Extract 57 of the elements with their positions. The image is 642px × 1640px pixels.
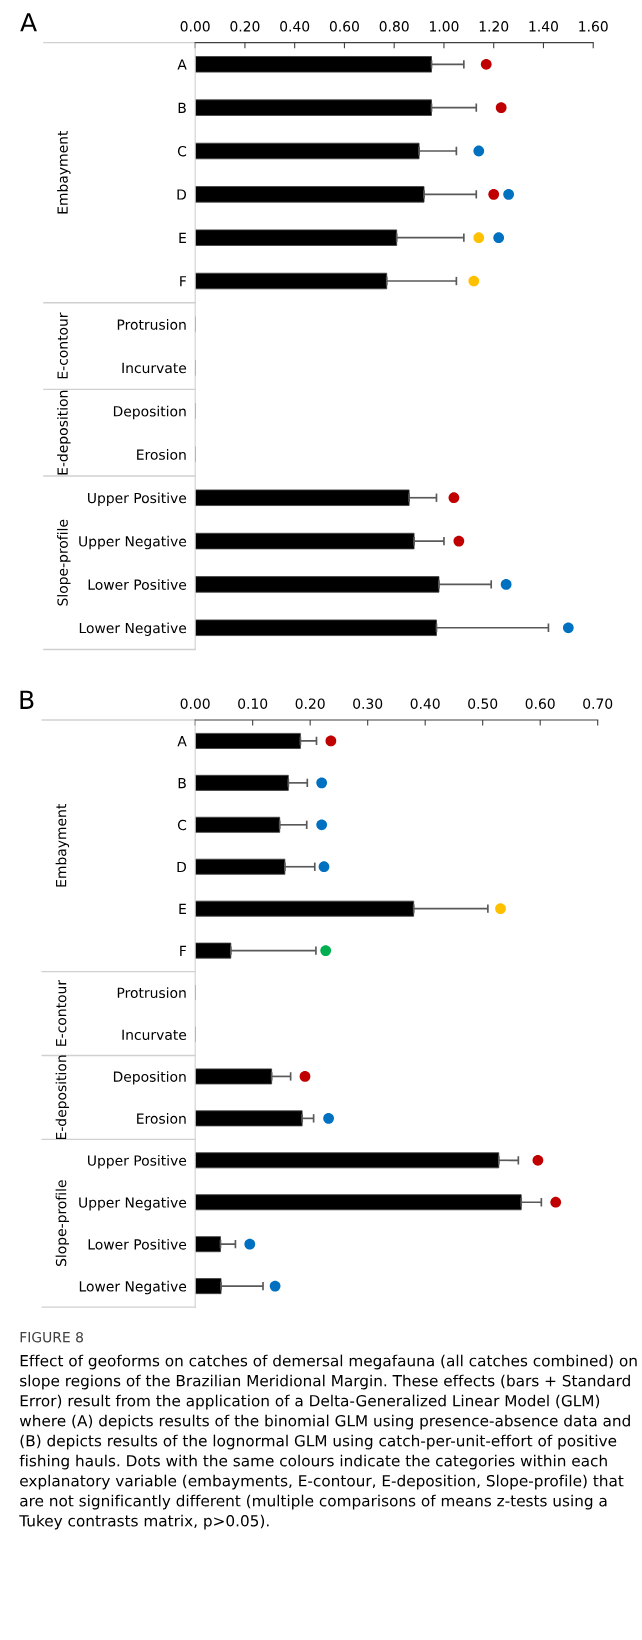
y-tick-label: Deposition	[113, 405, 186, 420]
x-tick-label: 0.00	[180, 21, 210, 32]
x-tick-label: 0.20	[230, 21, 260, 32]
y-tick-label: D	[177, 861, 187, 873]
y-tick-label: Upper Negative	[79, 535, 187, 550]
x-tick-label: 0.60	[329, 21, 359, 32]
x-tick-label: 1.00	[430, 21, 459, 32]
caption: FIGURE 8	[20, 1331, 83, 1343]
chart-title: B	[20, 690, 34, 709]
x-tick-label: 0.30	[353, 698, 383, 709]
text: E-contour	[57, 312, 68, 379]
y-tick-label: Lower Negative	[79, 1280, 187, 1295]
y-tick-label: F	[180, 276, 187, 287]
x-tick-label: 0.20	[295, 698, 325, 709]
y-tick-label: Lower Positive	[88, 1238, 187, 1250]
text: Slope-profile	[57, 519, 71, 606]
y-tick-label: Incurvate	[122, 1029, 187, 1040]
x-tick-label: 0.50	[468, 698, 498, 709]
text: Embayment	[55, 804, 70, 887]
y-tick-label: Upper Positive	[88, 492, 187, 506]
y-tick-label: F	[180, 945, 187, 956]
text: Embayment	[57, 130, 71, 214]
y-tick-label: A	[177, 59, 187, 70]
chart-title: A	[20, 13, 37, 32]
y-tick-label: Deposition	[113, 1071, 186, 1085]
x-tick-label: 0.60	[525, 698, 555, 709]
text: E-deposition	[57, 390, 71, 475]
y-tick-label: B	[178, 102, 186, 113]
y-tick-label: Lower Positive	[88, 579, 187, 590]
y-tick-label: Incurvate	[122, 362, 187, 374]
y-tick-label: Erosion	[137, 449, 186, 460]
y-tick-label: D	[177, 189, 187, 200]
text: Slope-profile	[55, 1180, 70, 1266]
x-tick-label: 0.80	[379, 21, 409, 32]
y-tick-label: B	[178, 778, 186, 789]
x-tick-label: 0.40	[410, 698, 440, 709]
text: E-deposition	[55, 1055, 70, 1140]
x-tick-label: 0.70	[583, 698, 613, 709]
y-tick-label: E	[179, 232, 186, 243]
x-tick-label: 0.40	[280, 21, 310, 32]
y-tick-label: Lower Negative	[79, 622, 187, 636]
y-tick-label: Upper Positive	[88, 1155, 187, 1169]
y-tick-label: C	[177, 819, 187, 831]
x-tick-label: 1.40	[529, 21, 558, 32]
y-tick-label: C	[177, 145, 187, 157]
x-tick-label: 1.60	[579, 21, 608, 32]
y-tick-label: Protrusion	[117, 987, 186, 999]
text: E-contour	[56, 979, 67, 1046]
y-tick-label: A	[177, 736, 187, 747]
text: Effect of geoforms on catches of demersal megafauna (all catches combined) on slope regions of the Brazilian Meridional Margin. These effects (bars + Standard Error) result from the application of a Delta-Generalized Linear Model (GLM) where (A) depicts results of the binomial GLM using presence-absence data and (B) depicts results of the lognormal GLM using catch-per-unit-effort of positive fishing hauls. Dots with the same colours indicate the categories within each explanatory variable (embayments, E-contour, E-deposition, Slope-profile) that are not significantly different (multiple comparisons of means z-tests using a Tukey contrasts matrix, p>0.05).	[19, 1354, 637, 1530]
x-tick-label: 1.20	[479, 21, 509, 32]
y-tick-label: Upper Negative	[79, 1196, 187, 1211]
y-tick-label: Protrusion	[117, 319, 186, 330]
x-tick-label: 0.10	[238, 698, 268, 709]
y-tick-label: E	[179, 903, 186, 914]
y-tick-label: Erosion	[137, 1113, 186, 1124]
x-tick-label: 0.00	[180, 698, 210, 709]
